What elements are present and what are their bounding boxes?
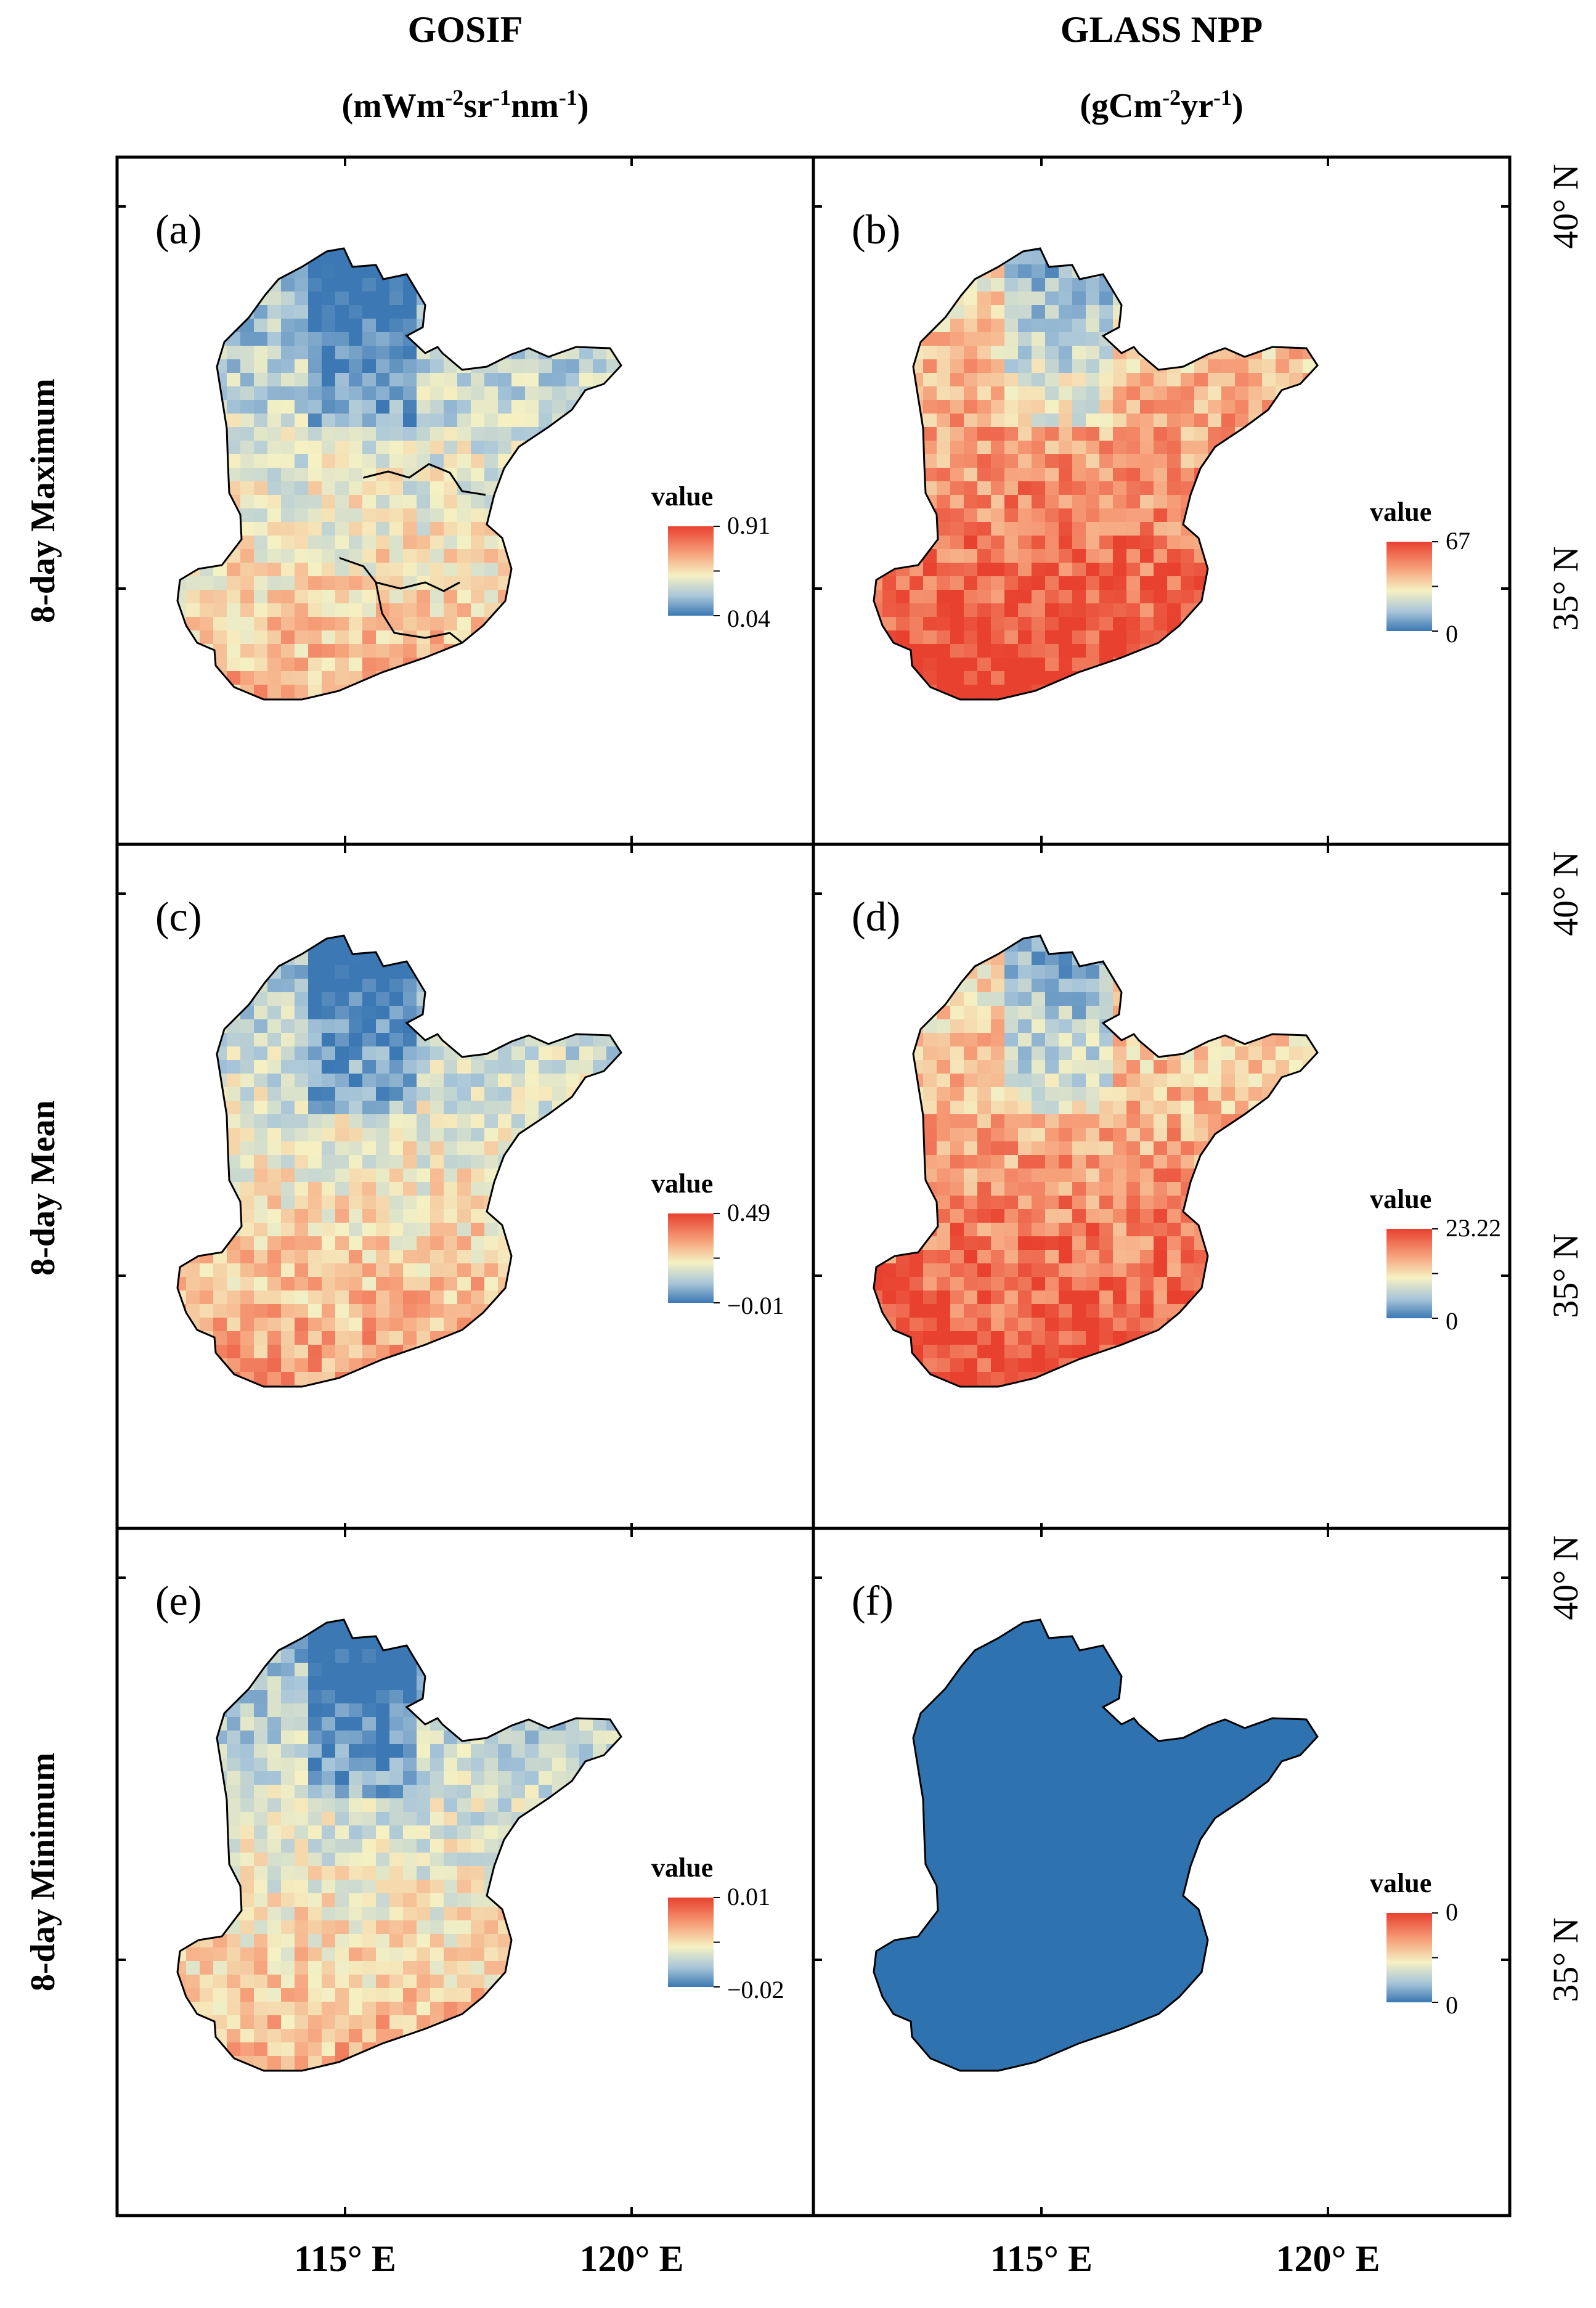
legend-colorbar <box>668 526 714 616</box>
lat-label: 35° N <box>1545 1917 1586 2002</box>
legend-max: 0.91 <box>727 512 770 539</box>
legend-title: value <box>651 1168 713 1199</box>
lat-label: 40° N <box>1545 1535 1586 1620</box>
panel-a: (a) value 0.91 0.04 <box>155 206 770 701</box>
legend-max: 0 <box>1446 1898 1458 1926</box>
legend-max: 23.22 <box>1446 1214 1501 1242</box>
legend-min: −0.02 <box>727 1976 784 2004</box>
legend-max: 0.49 <box>727 1199 770 1226</box>
panel-label: (d) <box>852 893 900 940</box>
row-label-0: 8-day Maximum <box>24 378 62 623</box>
legend-min: −0.01 <box>727 1292 784 1319</box>
legend-min: 0 <box>1446 1991 1458 2019</box>
legend-title: value <box>1370 1868 1431 1898</box>
legend-max: 0.01 <box>727 1883 770 1910</box>
lat-label: 35° N <box>1545 1233 1586 1318</box>
legend-title: value <box>1370 1184 1431 1214</box>
panel-label: (f) <box>852 1577 894 1624</box>
lon-label: 115° E <box>294 2238 396 2279</box>
lat-label: 35° N <box>1545 546 1586 631</box>
lon-label: 120° E <box>1276 2238 1380 2279</box>
legend-colorbar <box>1386 1229 1432 1318</box>
lon-label: 115° E <box>990 2238 1093 2279</box>
lat-label: 40° N <box>1545 164 1586 249</box>
row-label-1: 8-day Mean <box>24 1100 62 1276</box>
legend-title: value <box>651 1853 713 1883</box>
legend-title: value <box>651 481 713 512</box>
panel-e: (e) value 0.01 −0.02 <box>155 1577 784 2072</box>
panel-b: (b) value 67 0 <box>852 206 1470 701</box>
legend-title: value <box>1370 497 1431 527</box>
column-title-0: GOSIF <box>408 9 523 50</box>
panel-label: (c) <box>155 893 202 940</box>
legend-min: 0.04 <box>727 605 770 632</box>
column-unit-0: (mWm-2sr-1nm-1) <box>341 85 588 125</box>
legend-min: 0 <box>1446 1307 1458 1335</box>
lat-label: 40° N <box>1545 851 1586 936</box>
legend-colorbar <box>1386 1913 1432 2002</box>
panel-label: (e) <box>155 1577 202 1624</box>
legend-min: 0 <box>1446 620 1458 648</box>
row-label-2: 8-day Minimum <box>24 1753 62 1991</box>
panel-d: (d) value 23.22 0 <box>852 893 1501 1388</box>
panel-label: (b) <box>852 206 900 253</box>
column-unit-1: (gCm-2yr-1) <box>1080 85 1243 125</box>
panel-c: (c) value 0.49 −0.01 <box>155 893 784 1388</box>
legend-colorbar <box>668 1213 714 1303</box>
legend-colorbar <box>1386 542 1432 631</box>
lon-label: 120° E <box>579 2238 683 2279</box>
legend-max: 67 <box>1446 527 1470 555</box>
panel-label: (a) <box>155 206 202 253</box>
legend-colorbar <box>668 1898 714 1987</box>
panel-f: (f) value 0 0 <box>852 1577 1458 2072</box>
column-title-1: GLASS NPP <box>1061 9 1263 50</box>
